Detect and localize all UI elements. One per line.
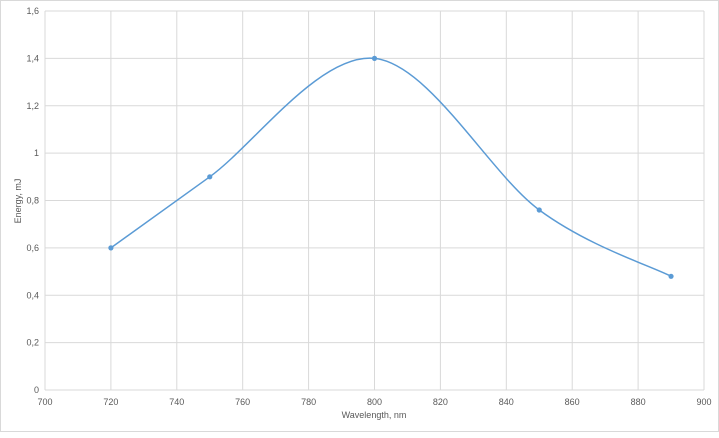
y-tick-label: 0 (34, 385, 39, 395)
y-tick-label: 0,4 (26, 290, 39, 300)
x-tick-label: 880 (631, 397, 646, 407)
data-point (207, 174, 213, 180)
x-tick-label: 760 (235, 397, 250, 407)
x-tick-label: 780 (301, 397, 316, 407)
x-tick-label: 840 (499, 397, 514, 407)
y-tick-label: 1 (34, 148, 39, 158)
x-tick-label: 800 (367, 397, 382, 407)
x-tick-label: 740 (169, 397, 184, 407)
y-tick-label: 1,6 (26, 6, 39, 16)
x-tick-label: 900 (696, 397, 711, 407)
y-tick-label: 0,6 (26, 243, 39, 253)
series-line (110, 57, 672, 277)
y-tick-label: 0,2 (26, 338, 39, 348)
data-point (371, 55, 378, 61)
x-tick-label: 860 (565, 397, 580, 407)
data-point (108, 245, 114, 251)
y-tick-label: 1,2 (26, 101, 39, 111)
y-tick-label: 0,8 (26, 196, 39, 206)
y-axis-label: Energy, mJ (13, 179, 23, 224)
y-tick-label: 1,4 (26, 53, 39, 63)
x-tick-label: 820 (433, 397, 448, 407)
data-point (668, 273, 674, 279)
x-axis-label: Wavelength, nm (342, 410, 407, 420)
x-tick-label: 700 (37, 397, 52, 407)
x-tick-label: 720 (103, 397, 118, 407)
data-point (536, 207, 542, 213)
